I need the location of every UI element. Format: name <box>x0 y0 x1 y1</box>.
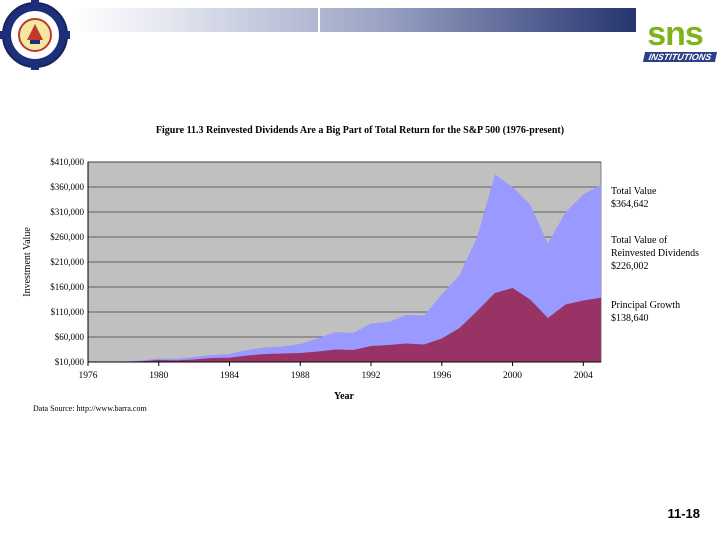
x-tick-label-4: 1992 <box>362 371 381 381</box>
series-area-reinvested-dividends <box>88 174 601 362</box>
annotation-2-line-0: Principal Growth <box>611 300 680 311</box>
annotation-1-line-2: $226,002 <box>611 261 649 272</box>
y-tick-label-2: $110,000 <box>51 307 85 317</box>
y-tick-label-0: $10,000 <box>55 357 85 367</box>
institution-emblem-icon <box>0 0 70 70</box>
x-tick-label-7: 2004 <box>574 371 593 381</box>
annotation-2-line-1: $138,640 <box>611 313 649 324</box>
y-tick-label-3: $160,000 <box>50 282 84 292</box>
y-axis-label: Investment Value <box>22 227 33 297</box>
annotation-0-line-1: $364,642 <box>611 199 649 210</box>
x-tick-label-0: 1976 <box>79 371 98 381</box>
x-tick-label-1: 1980 <box>149 371 168 381</box>
x-tick-label-5: 1996 <box>432 371 451 381</box>
header-divider <box>318 8 320 32</box>
slide-number: 11-18 <box>667 506 700 521</box>
x-tick-label-2: 1984 <box>220 371 239 381</box>
x-tick-label-3: 1988 <box>291 371 310 381</box>
x-tick-label-6: 2000 <box>503 371 522 381</box>
header-gradient-bar <box>72 8 636 32</box>
sns-logo: sns INSTITUTIONS <box>632 10 718 70</box>
annotation-1-line-1: Reinvested Dividends <box>611 248 699 259</box>
sns-logo-text: sns <box>647 15 704 53</box>
chart-title: Figure 11.3 Reinvested Dividends Are a B… <box>156 125 564 136</box>
series-area-principal-growth <box>88 288 601 362</box>
x-axis-label: Year <box>334 391 355 402</box>
annotation-1-line-0: Total Value of <box>611 235 668 246</box>
y-tick-label-5: $260,000 <box>50 232 84 242</box>
annotation-0-line-0: Total Value <box>611 186 657 197</box>
data-source-note: Data Source: http://www.barra.com <box>33 404 147 413</box>
y-tick-label-4: $210,000 <box>50 257 84 267</box>
y-tick-label-6: $310,000 <box>50 207 84 217</box>
y-tick-label-7: $360,000 <box>50 182 84 192</box>
y-tick-label-8: $410,000 <box>50 157 84 167</box>
y-tick-label-1: $60,000 <box>55 332 85 342</box>
